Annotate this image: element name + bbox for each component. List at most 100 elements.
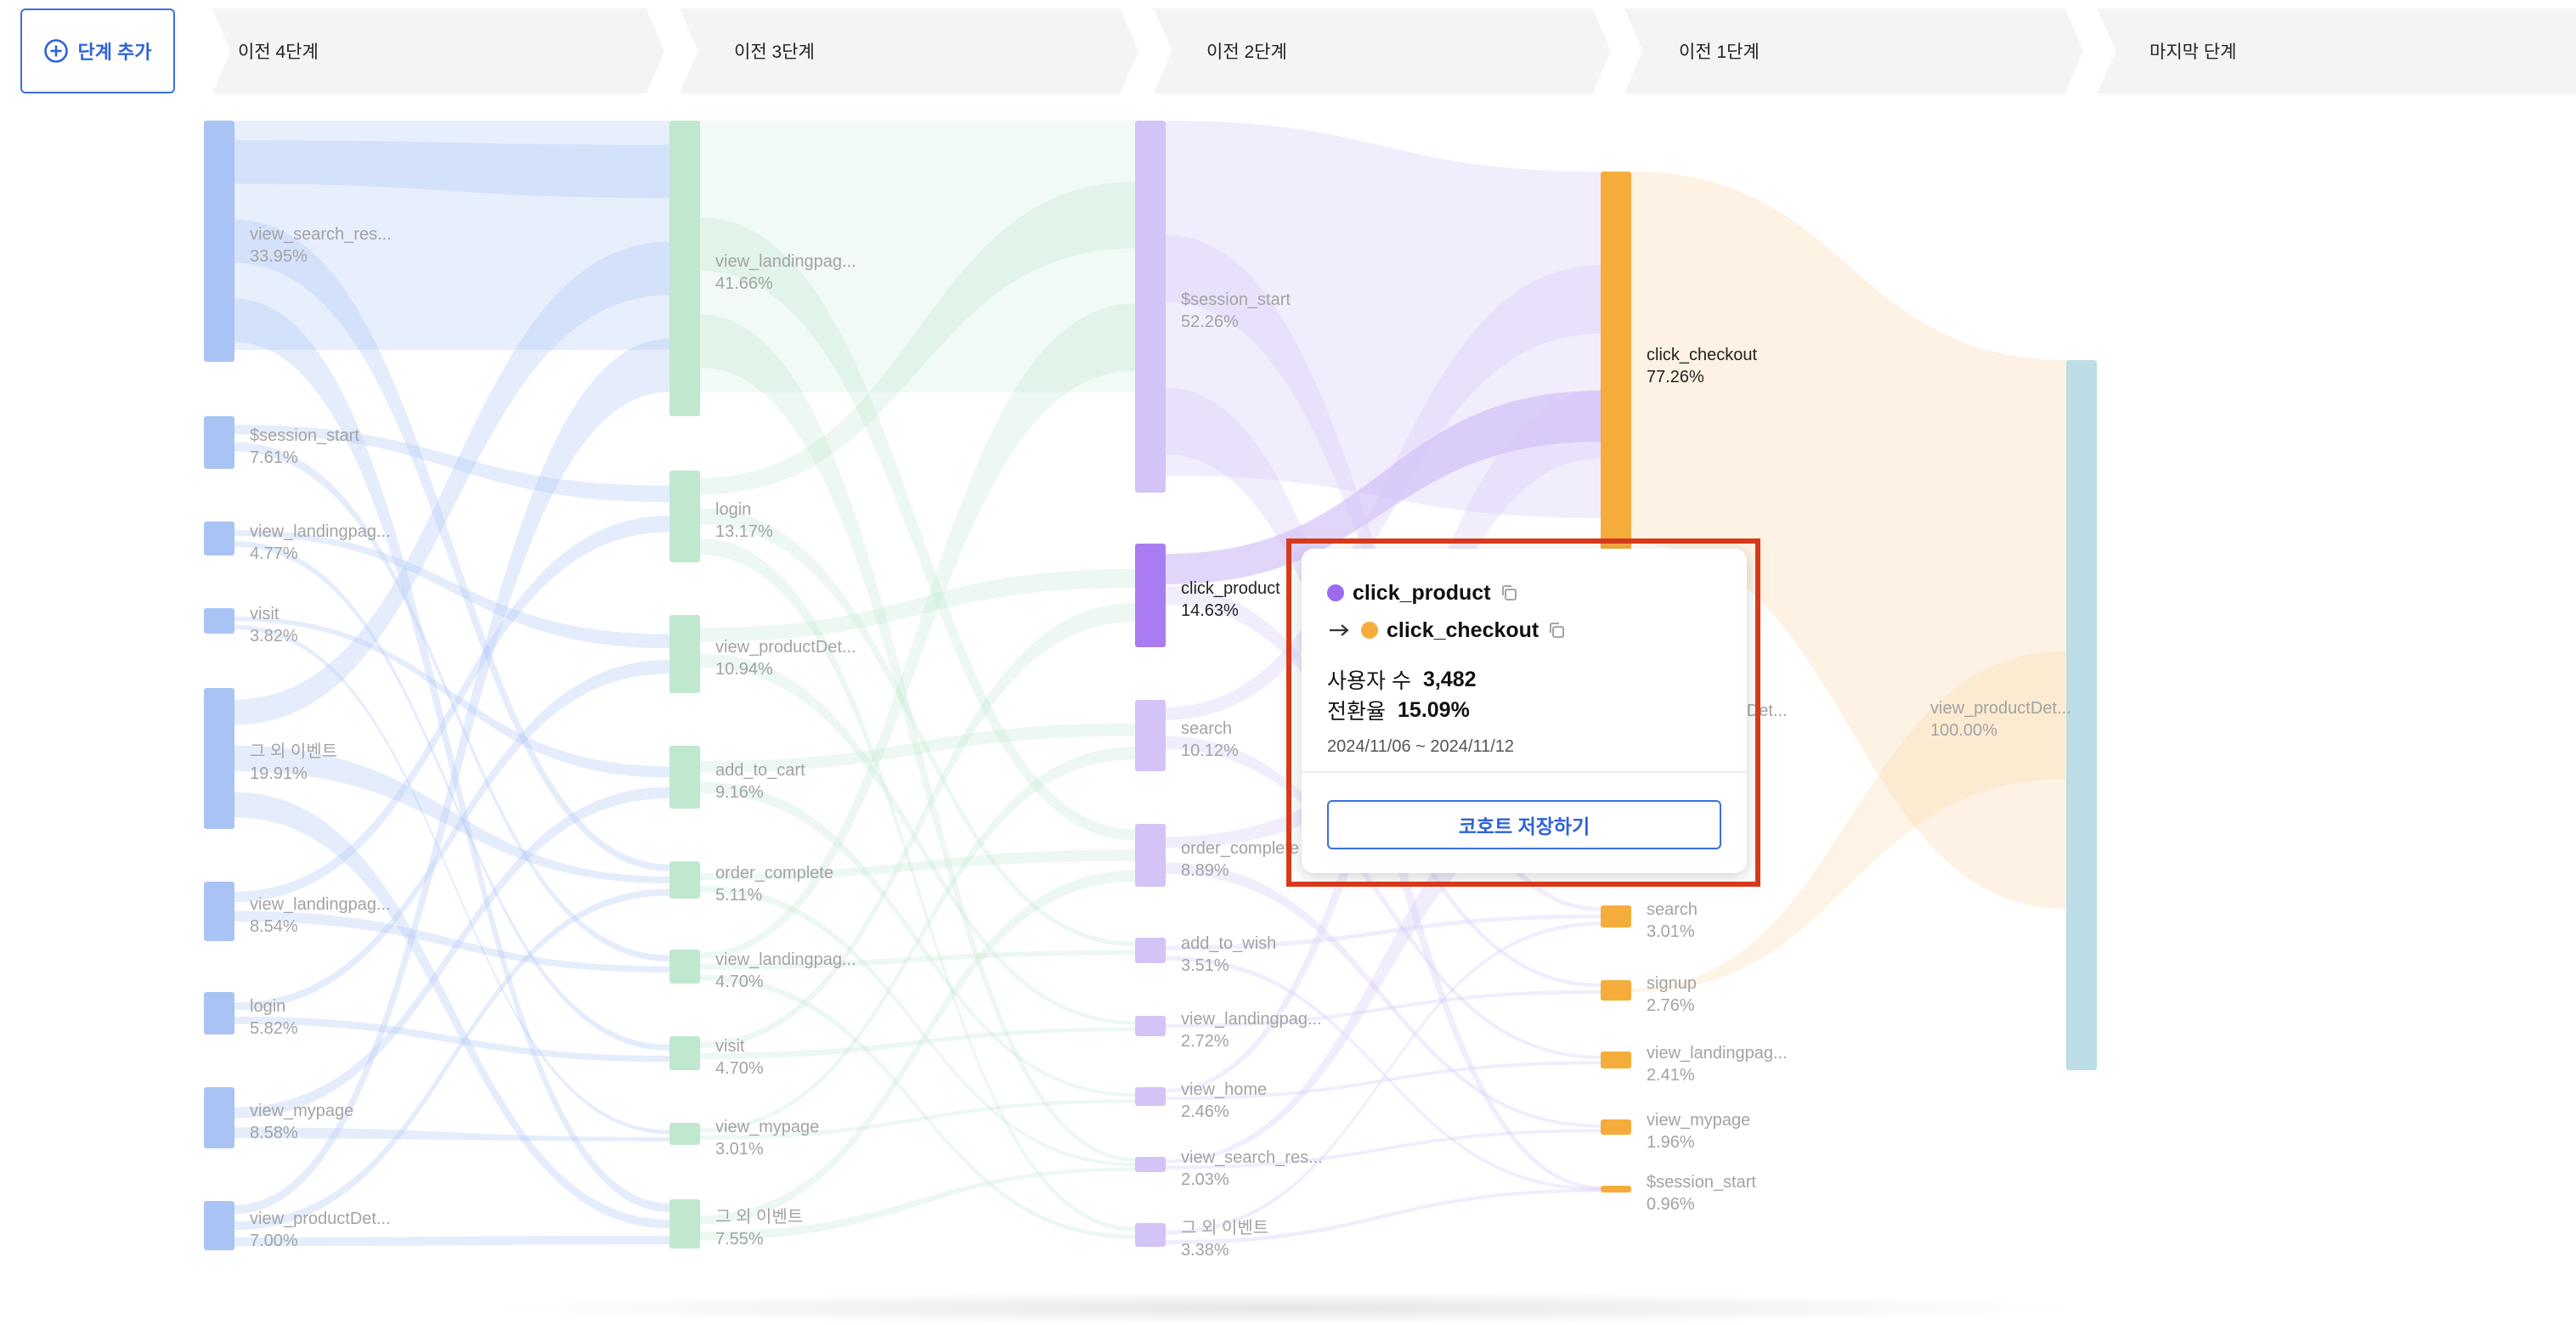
flow-link[interactable] xyxy=(700,950,1135,970)
flow-link[interactable] xyxy=(700,747,1135,1133)
flow-node[interactable] xyxy=(1135,1157,1166,1172)
flow-link[interactable] xyxy=(234,529,669,649)
flow-link[interactable] xyxy=(234,219,669,871)
node-name-label: view_mypage xyxy=(250,1102,353,1120)
flow-link[interactable] xyxy=(1166,862,1601,1128)
flow-node[interactable] xyxy=(669,746,700,809)
save-cohort-button[interactable]: 코호트 저장하기 xyxy=(1327,800,1721,849)
flow-link[interactable] xyxy=(700,303,1135,959)
flow-link[interactable] xyxy=(1166,736,1601,1059)
flow-node[interactable] xyxy=(204,992,234,1035)
stage-label: 이전 4단계 xyxy=(238,42,319,62)
flow-link[interactable] xyxy=(234,540,669,1052)
flow-link[interactable] xyxy=(1166,391,1601,584)
flow-node[interactable] xyxy=(1601,172,1631,552)
flow-link[interactable] xyxy=(234,911,669,973)
flow-link[interactable] xyxy=(700,781,1135,1097)
flow-node[interactable] xyxy=(1601,1052,1631,1068)
flow-link[interactable] xyxy=(700,723,1135,773)
flow-node[interactable] xyxy=(1135,938,1166,963)
flow-link[interactable] xyxy=(234,516,669,903)
flow-link[interactable] xyxy=(234,1127,669,1142)
flow-link[interactable] xyxy=(700,121,1135,392)
flow-link[interactable] xyxy=(234,787,669,1119)
flow-link[interactable] xyxy=(700,1167,1135,1241)
copy-icon[interactable] xyxy=(1500,584,1518,602)
flow-node[interactable] xyxy=(2066,360,2097,1070)
flow-link[interactable] xyxy=(1166,956,1601,1191)
flow-link[interactable] xyxy=(700,870,1135,1225)
flow-link[interactable] xyxy=(1166,922,1601,1235)
flow-link[interactable] xyxy=(234,140,669,199)
flow-link[interactable] xyxy=(234,1016,669,1063)
flow-node[interactable] xyxy=(1135,700,1166,771)
flow-node[interactable] xyxy=(1135,544,1166,647)
flow-link[interactable] xyxy=(1166,1061,1601,1101)
flow-link[interactable] xyxy=(234,425,669,503)
flow-link[interactable] xyxy=(1166,914,1601,950)
flow-node[interactable] xyxy=(1135,1016,1166,1036)
flow-link[interactable] xyxy=(1631,651,2066,993)
flow-node[interactable] xyxy=(204,1201,234,1250)
flow-link[interactable] xyxy=(700,569,1135,642)
flow-node[interactable] xyxy=(669,471,700,562)
flow-link[interactable] xyxy=(234,624,669,1135)
flow-node[interactable] xyxy=(669,950,700,984)
flow-node[interactable] xyxy=(1601,980,1631,1001)
flow-link[interactable] xyxy=(234,888,669,1231)
flow-node[interactable] xyxy=(1601,905,1631,928)
flow-node[interactable] xyxy=(204,882,234,941)
node-percent-label: 52.26% xyxy=(1181,313,1239,331)
flow-link[interactable] xyxy=(1166,1188,1601,1245)
flow-link[interactable] xyxy=(700,974,1135,1239)
flow-link[interactable] xyxy=(234,241,669,725)
flow-link[interactable] xyxy=(700,508,1135,947)
flow-node[interactable] xyxy=(1135,824,1166,887)
flow-link[interactable] xyxy=(234,338,669,1215)
flow-node[interactable] xyxy=(1601,1119,1631,1135)
stage-header-1: 이전 1단계 xyxy=(1624,8,2083,93)
flow-link[interactable] xyxy=(700,217,1135,841)
flow-node[interactable] xyxy=(669,615,700,693)
flow-node[interactable] xyxy=(1135,121,1166,493)
copy-icon[interactable] xyxy=(1547,621,1566,640)
flow-link[interactable] xyxy=(234,442,669,961)
flow-link[interactable] xyxy=(234,1235,669,1247)
flow-link[interactable] xyxy=(700,181,1135,495)
flow-link[interactable] xyxy=(1631,172,2066,909)
flow-node[interactable] xyxy=(669,121,700,416)
flow-link[interactable] xyxy=(700,314,1135,1162)
flow-link[interactable] xyxy=(234,746,669,883)
flow-link[interactable] xyxy=(1166,1129,1601,1170)
flow-node[interactable] xyxy=(1135,1223,1166,1247)
add-step-button[interactable]: 단계 추가 xyxy=(20,8,175,93)
flow-link[interactable] xyxy=(1166,265,1601,720)
flow-link[interactable] xyxy=(700,885,1135,1166)
flow-node[interactable] xyxy=(669,1199,700,1249)
flow-node[interactable] xyxy=(204,121,234,362)
flow-link[interactable] xyxy=(234,298,669,1213)
flow-node[interactable] xyxy=(204,1087,234,1148)
flow-link[interactable] xyxy=(700,849,1135,881)
flow-link[interactable] xyxy=(234,121,669,350)
flow-link[interactable] xyxy=(234,616,669,778)
flow-link[interactable] xyxy=(700,538,1135,1232)
flow-link[interactable] xyxy=(700,653,1135,1025)
flow-node[interactable] xyxy=(669,861,700,899)
flow-link[interactable] xyxy=(1166,990,1601,1029)
flow-node[interactable] xyxy=(1601,1186,1631,1192)
flow-link[interactable] xyxy=(234,659,669,1011)
flow-link[interactable] xyxy=(700,603,1135,1048)
node-percent-label: 77.26% xyxy=(1647,368,1704,386)
flow-node[interactable] xyxy=(204,522,234,555)
flow-node[interactable] xyxy=(204,688,234,829)
flow-link[interactable] xyxy=(1166,756,1601,1164)
flow-node[interactable] xyxy=(1135,1087,1166,1106)
flow-link[interactable] xyxy=(700,1027,1135,1059)
flow-node[interactable] xyxy=(669,1036,700,1070)
flow-link[interactable] xyxy=(700,1099,1135,1140)
flow-link[interactable] xyxy=(234,792,669,1229)
flow-node[interactable] xyxy=(204,416,234,469)
flow-node[interactable] xyxy=(669,1123,700,1145)
flow-node[interactable] xyxy=(204,608,234,634)
